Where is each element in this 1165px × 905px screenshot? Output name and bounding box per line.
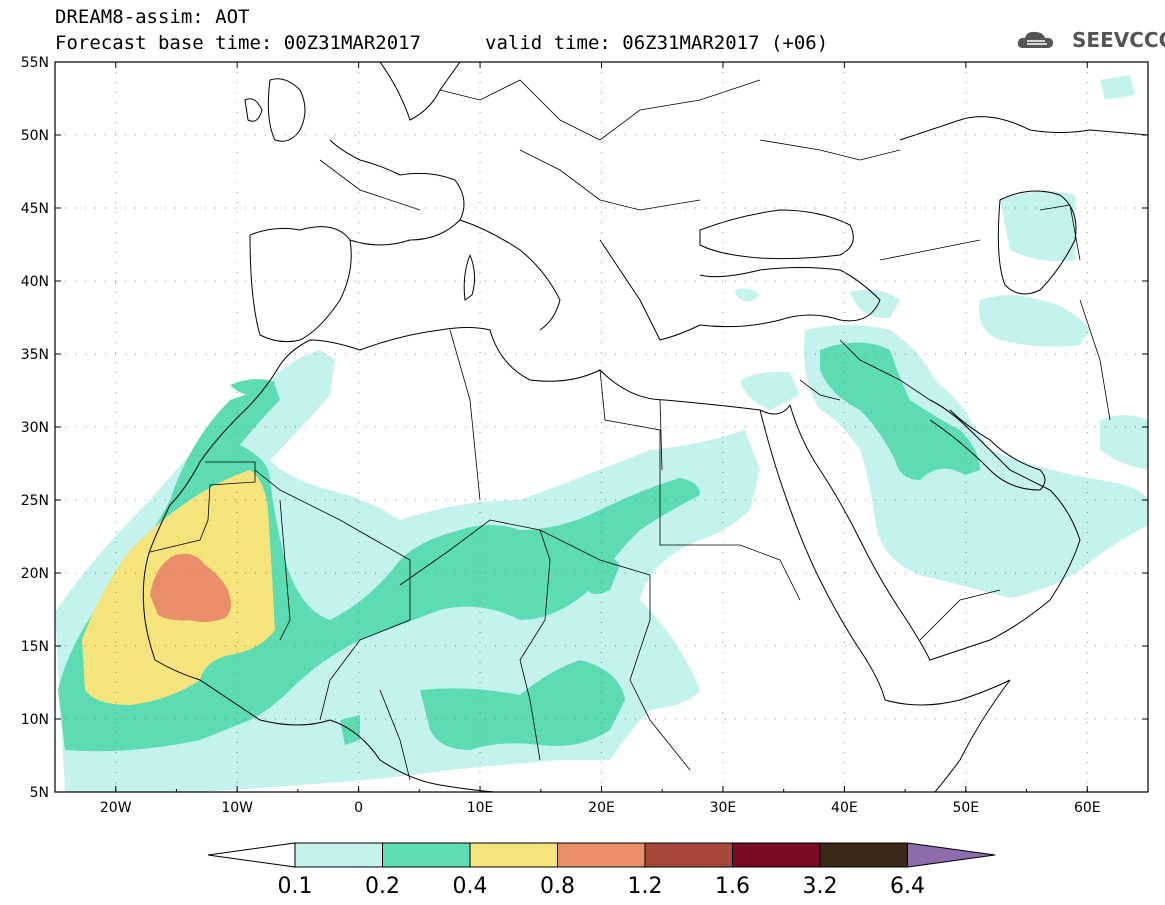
coastlines [142, 62, 1148, 792]
lat-label: 15N [21, 639, 49, 655]
lat-label: 25N [21, 493, 49, 509]
lon-label: 0 [354, 800, 363, 816]
lat-label: 50N [21, 128, 49, 144]
aot-field [55, 62, 1148, 792]
lat-label: 5N [30, 785, 49, 801]
colorbar: 0.1 0.2 0.4 0.8 1.2 1.6 3.2 6.4 [207, 842, 996, 899]
colorbar-swatch [644, 842, 733, 868]
map-title: DREAM8-assim: AOT [55, 6, 250, 28]
colorbar-swatch [557, 842, 646, 868]
colorbar-label: 0.1 [278, 874, 313, 899]
colorbar-label: 3.2 [803, 874, 838, 899]
lon-label: 10E [467, 800, 494, 816]
colorbar-label: 0.2 [365, 874, 400, 899]
colorbar-swatch [382, 842, 471, 868]
colorbar-under-arrow [207, 842, 296, 868]
lon-label: 60E [1074, 800, 1101, 816]
colorbar-swatch [819, 842, 908, 868]
lon-label: 30E [710, 800, 737, 816]
aot-contour-0.8 [150, 553, 231, 623]
lat-label: 35N [21, 347, 49, 363]
colorbar-swatch [294, 842, 383, 868]
colorbar-label: 0.8 [540, 874, 575, 899]
lat-label: 55N [21, 55, 49, 71]
lat-label: 10N [21, 712, 49, 728]
colorbar-label: 1.2 [628, 874, 663, 899]
lat-label: 40N [21, 274, 49, 290]
lon-label: 20E [588, 800, 615, 816]
colorbar-swatch [469, 842, 558, 868]
valid-time: valid time: 06Z31MAR2017 (+06) [485, 32, 829, 54]
lon-label: 20W [100, 800, 132, 816]
logo-text: SEEVCCC [1072, 28, 1165, 52]
lat-label: 45N [21, 201, 49, 217]
colorbar-label: 0.4 [453, 874, 488, 899]
colorbar-label: 6.4 [890, 874, 925, 899]
map-grid [55, 62, 1148, 792]
lat-label: 20N [21, 566, 49, 582]
map-axes: 55N 50N 45N 40N 35N 30N 25N 20N 15N 10N 5N 20W 10W 0 1… [21, 55, 1149, 816]
lat-label: 30N [21, 420, 49, 436]
lon-label: 10W [221, 800, 253, 816]
colorbar-over-arrow [907, 842, 996, 868]
colorbar-swatch [732, 842, 821, 868]
borders [149, 79, 1111, 781]
aot-contour-0.2 [58, 342, 980, 752]
colorbar-label: 1.6 [715, 874, 750, 899]
lon-label: 50E [952, 800, 979, 816]
cloud-icon [1017, 31, 1053, 48]
forecast-base-time: Forecast base time: 00Z31MAR2017 [55, 32, 422, 54]
lon-label: 40E [831, 800, 858, 816]
